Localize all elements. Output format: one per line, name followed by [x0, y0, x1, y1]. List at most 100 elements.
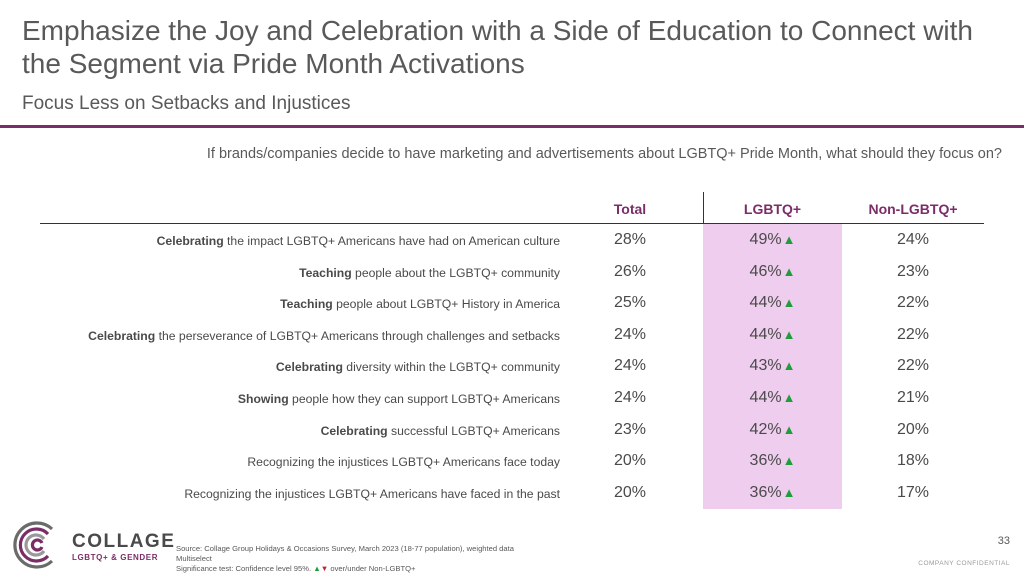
- significance-up-icon: ▲: [782, 232, 796, 247]
- non-lgbtq-value: 22%: [896, 325, 930, 343]
- lgbtq-value: 49%: [749, 231, 782, 248]
- lgbtq-value-cell: 42%▲: [703, 421, 842, 439]
- significance-up-icon: ▲: [782, 326, 796, 342]
- row-label-lead: Teaching: [299, 265, 352, 280]
- total-value: 25%: [613, 294, 647, 312]
- table-row: Recognizing the injustices LGBTQ+ Americ…: [40, 478, 984, 510]
- lgbtq-value-cell: 44%▲: [703, 326, 842, 344]
- header-divider: [703, 192, 704, 223]
- row-label: Teaching people about the LGBTQ+ communi…: [40, 266, 590, 280]
- page-number: 33: [997, 535, 1010, 547]
- column-header-lgbtq: LGBTQ+: [743, 201, 802, 217]
- table-row: Teaching people about the LGBTQ+ communi…: [40, 257, 984, 289]
- table-row: Recognizing the injustices LGBTQ+ Americ…: [40, 446, 984, 478]
- significance-suffix: over/under Non-LGBTQ+: [328, 564, 416, 573]
- collage-logo-mark-icon: [13, 521, 54, 569]
- down-arrow-icon: ▼: [320, 564, 329, 573]
- non-lgbtq-value: 24%: [896, 231, 930, 248]
- title-divider: [0, 125, 1024, 128]
- table-row: Celebrating diversity within the LGBTQ+ …: [40, 351, 984, 383]
- multiselect-note: Multiselect: [176, 554, 212, 563]
- row-label-text: people about LGBTQ+ History in America: [332, 297, 560, 312]
- significance-note: Significance test: Confidence level 95%.…: [176, 564, 514, 574]
- significance-up-icon: ▲: [782, 358, 796, 374]
- row-label: Teaching people about LGBTQ+ History in …: [40, 297, 590, 311]
- table-header: Total LGBTQ+ Non-LGBTQ+: [40, 192, 984, 223]
- total-value: 26%: [613, 262, 647, 280]
- lgbtq-value-cell: 43%▲: [703, 357, 842, 375]
- lgbtq-value-cell: 46%▲: [703, 263, 842, 281]
- table-row: Celebrating the impact LGBTQ+ Americans …: [40, 225, 984, 257]
- total-value: 20%: [613, 483, 647, 501]
- row-label-text: the perseverance of LGBTQ+ Americans thr…: [155, 328, 560, 343]
- row-label: Celebrating the perseverance of LGBTQ+ A…: [40, 329, 590, 343]
- total-value: 20%: [613, 452, 647, 470]
- lgbtq-value: 36%: [749, 452, 782, 470]
- table-row: Teaching people about LGBTQ+ History in …: [40, 288, 984, 320]
- lgbtq-column-highlight: [703, 223, 842, 509]
- table-row: Celebrating the perseverance of LGBTQ+ A…: [40, 320, 984, 352]
- significance-up-icon: ▲: [782, 453, 796, 469]
- confidential-label: COMPANY CONFIDENTIAL: [918, 560, 1010, 567]
- significance-up-icon: ▲: [782, 263, 796, 279]
- source-line: Source: Collage Group Holidays & Occasio…: [176, 544, 514, 553]
- non-lgbtq-value: 17%: [896, 483, 930, 501]
- row-label-lead: Celebrating: [88, 328, 156, 343]
- lgbtq-value: 42%: [749, 420, 782, 438]
- row-label-text: the impact LGBTQ+ Americans have had on …: [223, 234, 560, 248]
- row-label: Celebrating successful LGBTQ+ Americans: [40, 424, 590, 438]
- lgbtq-value: 44%: [749, 325, 782, 343]
- row-label: Celebrating diversity within the LGBTQ+ …: [40, 360, 590, 374]
- lgbtq-value-cell: 36%▲: [703, 484, 842, 502]
- significance-up-icon: ▲: [782, 484, 796, 500]
- total-value: 23%: [613, 420, 647, 438]
- lgbtq-value-cell: 36%▲: [703, 452, 842, 470]
- header-rule: [40, 223, 984, 224]
- lgbtq-value-cell: 44%▲: [703, 389, 842, 407]
- survey-question: If brands/companies decide to have marke…: [206, 146, 1002, 162]
- non-lgbtq-value: 21%: [896, 389, 930, 406]
- row-label: Celebrating the impact LGBTQ+ Americans …: [40, 234, 590, 248]
- row-label-text: diversity within the LGBTQ+ community: [342, 360, 560, 375]
- total-value: 24%: [613, 325, 647, 343]
- lgbtq-value-cell: 49%▲: [703, 231, 842, 249]
- lgbtq-value: 43%: [749, 357, 782, 375]
- slide-title: Emphasize the Joy and Celebration with a…: [22, 15, 974, 79]
- lgbtq-value: 36%: [749, 483, 782, 501]
- non-lgbtq-value: 23%: [896, 262, 930, 280]
- non-lgbtq-value: 18%: [896, 452, 930, 470]
- row-label-text: people about the LGBTQ+ community: [351, 265, 560, 280]
- total-value: 28%: [613, 231, 647, 248]
- lgbtq-value: 44%: [749, 294, 782, 312]
- significance-up-icon: ▲: [782, 295, 796, 311]
- logo-wordmark: COLLAGE: [72, 531, 176, 552]
- significance-prefix: Significance test: Confidence level 95%.: [176, 564, 314, 573]
- row-label: Recognizing the injustices LGBTQ+ Americ…: [40, 487, 590, 501]
- row-label-lead: Celebrating: [156, 234, 224, 248]
- significance-up-icon: ▲: [782, 390, 796, 405]
- up-arrow-icon: ▲: [313, 564, 321, 573]
- table-row: Celebrating successful LGBTQ+ Americans 2…: [40, 415, 984, 447]
- row-label: Showing people how they can support LGBT…: [40, 392, 590, 406]
- total-value: 24%: [613, 389, 647, 406]
- lgbtq-value-cell: 44%▲: [703, 294, 842, 312]
- non-lgbtq-value: 20%: [896, 420, 930, 438]
- slide-subtitle: Focus Less on Setbacks and Injustices: [22, 93, 351, 114]
- non-lgbtq-value: 22%: [896, 357, 930, 375]
- row-label-text: Recognizing the injustices LGBTQ+ Americ…: [184, 486, 560, 501]
- collage-logo: COLLAGE LGBTQ+ & GENDER: [12, 517, 176, 573]
- source-note: Source: Collage Group Holidays & Occasio…: [176, 544, 514, 574]
- row-label-lead: Celebrating: [320, 423, 388, 438]
- row-label-text: people how they can support LGBTQ+ Ameri…: [288, 392, 560, 406]
- row-label-lead: Celebrating: [275, 360, 343, 375]
- lgbtq-value: 46%: [749, 262, 782, 280]
- row-label-text: Recognizing the injustices LGBTQ+ Americ…: [247, 455, 560, 470]
- column-header-total: Total: [613, 201, 647, 217]
- column-header-non-lgbtq: Non-LGBTQ+: [868, 201, 958, 217]
- logo-subtitle: LGBTQ+ & GENDER: [72, 553, 159, 562]
- table-row: Showing people how they can support LGBT…: [40, 383, 984, 415]
- significance-up-icon: ▲: [782, 421, 796, 437]
- row-label-lead: Showing: [237, 392, 289, 406]
- row-label-text: successful LGBTQ+ Americans: [387, 423, 560, 438]
- row-label: Recognizing the injustices LGBTQ+ Americ…: [40, 455, 590, 469]
